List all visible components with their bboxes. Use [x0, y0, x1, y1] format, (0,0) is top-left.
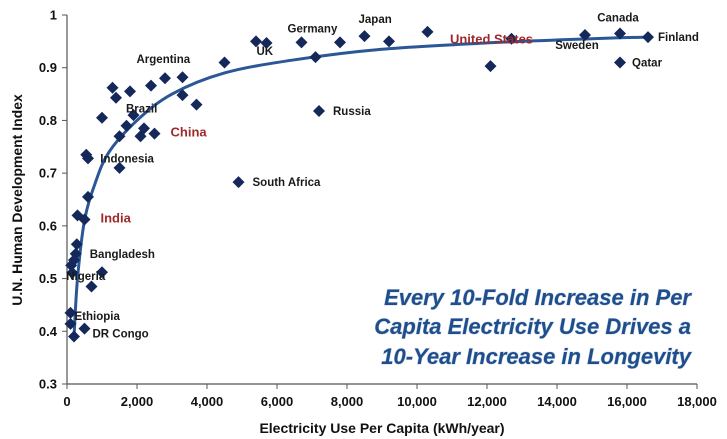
- point-label: Germany: [288, 23, 338, 35]
- data-point: [96, 111, 108, 124]
- data-point: [505, 32, 518, 45]
- data-point: [313, 104, 325, 117]
- point-label: Bangladesh: [90, 249, 155, 261]
- point-label: Ethiopia: [75, 311, 121, 323]
- data-point: [113, 161, 126, 174]
- data-point: [82, 190, 94, 203]
- data-point: [145, 79, 157, 92]
- data-point: [642, 31, 654, 44]
- data-point: [176, 71, 189, 84]
- data-point: [68, 330, 80, 343]
- x-axis-title: Electricity Use Per Capita (kWh/year): [259, 420, 504, 436]
- point-label: India: [101, 211, 132, 226]
- point-label: South Africa: [253, 177, 322, 189]
- y-ticks: 0.3 0.4 0.5 0.6 0.7 0.8 0.9 1: [39, 8, 67, 392]
- data-point: [358, 30, 371, 43]
- annotation-line-3: 10-Year Increase in Longevity: [381, 344, 693, 369]
- data-point: [250, 35, 262, 48]
- data-point: [309, 51, 322, 64]
- y-tick-label: 0.3: [39, 377, 57, 392]
- point-label: Russia: [333, 106, 371, 118]
- data-point: [110, 91, 122, 104]
- x-tick-label: 12,000: [467, 394, 507, 409]
- data-point: [120, 119, 133, 132]
- data-point: [260, 36, 273, 49]
- point-label: Argentina: [137, 54, 191, 66]
- point-label: Japan: [359, 14, 392, 26]
- x-tick-label: 6,000: [261, 394, 294, 409]
- data-point: [148, 127, 161, 140]
- data-point: [106, 81, 119, 94]
- data-point: [65, 259, 78, 272]
- data-point: [66, 266, 79, 279]
- data-point: [113, 130, 126, 143]
- data-point: [176, 89, 189, 102]
- x-ticks: 0 2,000 4,000 6,000 8,000 10,000 12,000 14,000 1…: [63, 384, 717, 409]
- data-point: [334, 36, 346, 49]
- data-points: [64, 25, 654, 343]
- y-tick-label: 1: [50, 8, 57, 23]
- data-point: [614, 27, 626, 40]
- annotation: Every 10-Fold Increase in Per Capita Ele…: [374, 285, 693, 370]
- data-point: [232, 176, 245, 189]
- point-label: Nigeria: [66, 271, 106, 283]
- data-point: [383, 35, 395, 48]
- point-label: Canada: [597, 12, 639, 24]
- data-point: [295, 36, 308, 49]
- data-point: [64, 317, 77, 330]
- data-point: [421, 25, 434, 38]
- point-label: Indonesia: [100, 153, 154, 165]
- data-point: [190, 98, 203, 111]
- point-label: Qatar: [632, 57, 663, 69]
- point-labels: Canada Finland Sweden Qatar United States Jap…: [66, 12, 699, 340]
- x-tick-label: 18,000: [677, 394, 717, 409]
- data-point: [80, 148, 93, 161]
- y-tick-label: 0.8: [39, 113, 57, 128]
- data-point: [64, 306, 77, 319]
- x-tick-label: 4,000: [191, 394, 224, 409]
- data-point: [484, 60, 497, 73]
- y-axis-title: U.N. Human Development Index: [9, 94, 25, 306]
- data-point: [579, 29, 591, 42]
- data-point: [218, 56, 231, 69]
- data-point: [70, 238, 83, 251]
- point-label: DR Congo: [93, 329, 149, 341]
- point-label: Finland: [658, 32, 699, 44]
- point-label: China: [171, 125, 208, 140]
- point-label: UK: [257, 46, 274, 58]
- annotation-line-1: Every 10-Fold Increase in Per: [384, 285, 692, 310]
- data-point: [78, 322, 91, 335]
- y-tick-label: 0.5: [39, 271, 57, 286]
- data-point: [96, 266, 108, 279]
- x-tick-label: 0: [63, 394, 70, 409]
- x-tick-label: 14,000: [537, 394, 577, 409]
- data-point: [159, 72, 171, 85]
- data-point: [71, 209, 84, 222]
- data-point: [127, 109, 140, 122]
- x-tick-label: 10,000: [397, 394, 437, 409]
- y-tick-label: 0.4: [39, 324, 58, 339]
- y-tick-label: 0.6: [39, 218, 57, 233]
- y-tick-label: 0.7: [39, 166, 57, 181]
- data-point: [614, 56, 626, 69]
- annotation-line-2: Capita Electricity Use Drives a: [374, 314, 691, 339]
- point-label: United States: [450, 32, 533, 47]
- x-tick-label: 16,000: [607, 394, 647, 409]
- data-point: [124, 85, 136, 98]
- x-tick-label: 8,000: [331, 394, 364, 409]
- x-tick-label: 2,000: [121, 394, 154, 409]
- data-point: [134, 130, 147, 143]
- data-point: [85, 280, 98, 293]
- point-label: Brazil: [126, 104, 157, 116]
- y-tick-label: 0.9: [39, 60, 57, 75]
- point-label: Sweden: [555, 40, 598, 52]
